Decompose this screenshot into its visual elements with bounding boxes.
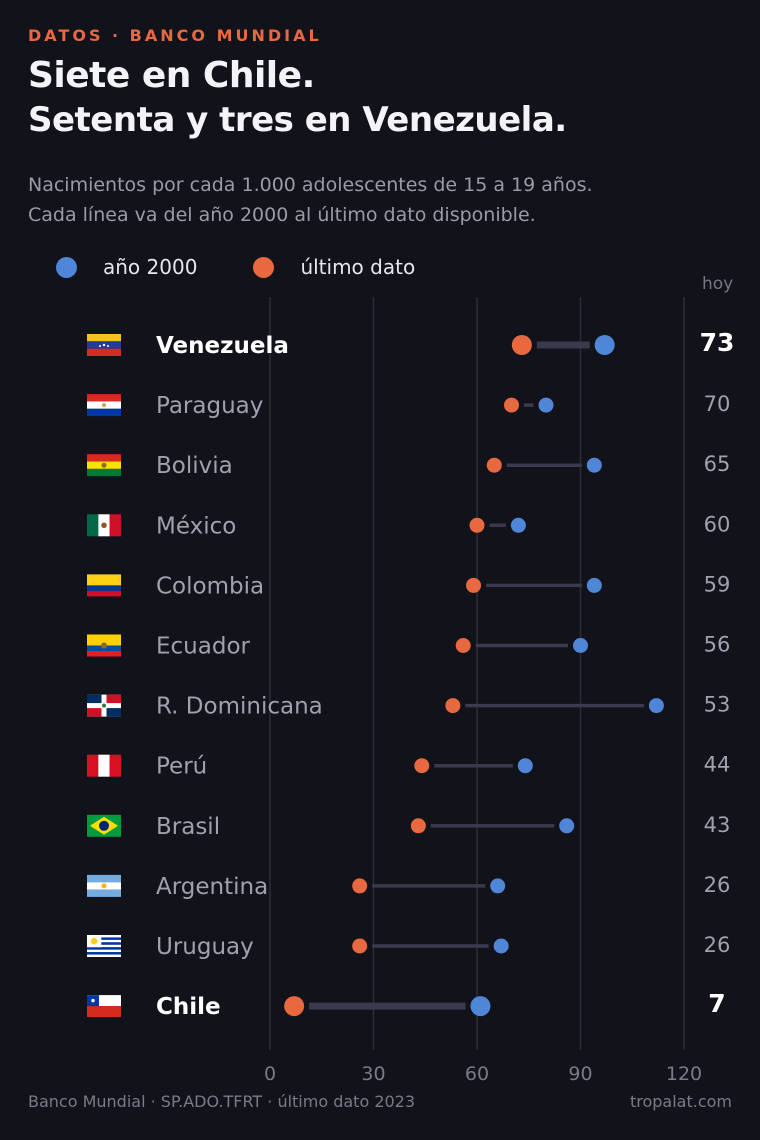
legend-end-label: último dato bbox=[300, 255, 416, 279]
point-2000-uy bbox=[493, 938, 509, 954]
eyebrow: DATOS · BANCO MUNDIAL bbox=[28, 26, 322, 45]
subtitle: Nacimientos por cada 1.000 adolescentes … bbox=[28, 170, 593, 230]
point-latest-do bbox=[445, 698, 461, 714]
point-latest-ar bbox=[352, 878, 368, 894]
country-label-ec: Ecuador bbox=[156, 634, 251, 660]
point-2000-co bbox=[586, 577, 602, 593]
point-latest-pe bbox=[414, 758, 430, 774]
flag-py-icon bbox=[87, 394, 121, 417]
point-2000-ec bbox=[573, 638, 588, 653]
country-label-uy: Uruguay bbox=[156, 934, 254, 960]
point-2000-bo bbox=[586, 457, 602, 473]
legend-end-dot bbox=[253, 256, 275, 278]
country-label-ar: Argentina bbox=[156, 874, 268, 900]
value-label-uy: 26 bbox=[704, 933, 731, 957]
value-label-py: 70 bbox=[704, 392, 731, 416]
title-line-2: Setenta y tres en Venezuela. bbox=[28, 100, 567, 140]
legend-start-dot bbox=[56, 256, 77, 278]
point-2000-do bbox=[648, 698, 664, 714]
point-latest-mx bbox=[469, 517, 485, 533]
x-tick-label-30: 30 bbox=[361, 1063, 385, 1085]
flag-bo-icon bbox=[87, 454, 121, 477]
point-latest-co bbox=[466, 577, 482, 593]
dumbbell-chart: 0 30 60 90 120 Venezuela 73 Paraguay 70 Bolivia 65… bbox=[87, 297, 735, 1085]
legend-item-end: último dato bbox=[253, 255, 415, 279]
value-label-pe: 44 bbox=[704, 753, 731, 777]
page-title: Siete en Chile. Setenta y tres en Venezu… bbox=[28, 54, 567, 142]
legend-item-start: año 2000 bbox=[56, 255, 197, 279]
value-label-do: 53 bbox=[704, 693, 731, 717]
value-label-cl: 7 bbox=[708, 989, 725, 1018]
x-tick-label-60: 60 bbox=[465, 1063, 489, 1085]
country-label-bo: Bolivia bbox=[156, 453, 233, 479]
country-label-co: Colombia bbox=[156, 573, 264, 599]
site-credit: tropalat.com bbox=[629, 1092, 732, 1111]
point-latest-ve bbox=[511, 335, 532, 355]
subtitle-line-2: Cada línea va del año 2000 al último dat… bbox=[28, 204, 536, 226]
flag-uy-icon bbox=[87, 935, 121, 957]
country-label-pe: Perú bbox=[156, 754, 207, 780]
country-label-cl: Chile bbox=[156, 994, 221, 1020]
point-2000-mx bbox=[510, 517, 526, 533]
flag-cl-icon bbox=[87, 995, 121, 1018]
column-header-hoy: hoy bbox=[702, 274, 734, 294]
title-line-1: Siete en Chile. bbox=[28, 55, 315, 96]
value-label-ar: 26 bbox=[704, 873, 731, 897]
value-label-ve: 73 bbox=[700, 328, 735, 357]
x-tick-label-120: 120 bbox=[666, 1063, 702, 1085]
source-note: Banco Mundial · SP.ADO.TFRT · último dat… bbox=[28, 1092, 416, 1111]
point-latest-bo bbox=[486, 457, 502, 473]
point-2000-py bbox=[538, 397, 554, 413]
flag-mx-icon bbox=[87, 514, 121, 537]
point-latest-uy bbox=[352, 938, 368, 954]
point-latest-ec bbox=[455, 638, 471, 653]
flag-ar-icon bbox=[87, 874, 121, 897]
value-label-mx: 60 bbox=[704, 512, 731, 536]
point-2000-br bbox=[559, 818, 575, 834]
flag-co-icon bbox=[87, 574, 121, 597]
point-2000-pe bbox=[517, 758, 533, 774]
flag-pe-icon bbox=[87, 754, 121, 777]
flag-ec-icon bbox=[87, 634, 121, 657]
country-label-py: Paraguay bbox=[156, 393, 263, 419]
value-label-bo: 65 bbox=[704, 452, 731, 476]
country-label-br: Brasil bbox=[156, 814, 220, 840]
flag-ve-icon bbox=[87, 334, 121, 356]
flag-br-icon bbox=[87, 814, 121, 837]
point-latest-br bbox=[410, 818, 426, 834]
point-2000-ve bbox=[594, 335, 615, 355]
value-label-co: 59 bbox=[704, 572, 731, 596]
legend: año 2000 último dato bbox=[56, 252, 471, 282]
country-label-mx: México bbox=[156, 513, 236, 539]
point-2000-ar bbox=[490, 878, 506, 894]
value-label-br: 43 bbox=[704, 813, 731, 837]
subtitle-line-1: Nacimientos por cada 1.000 adolescentes … bbox=[28, 174, 593, 196]
country-label-do: R. Dominicana bbox=[156, 694, 323, 720]
value-label-ec: 56 bbox=[704, 633, 731, 657]
point-2000-cl bbox=[470, 996, 491, 1017]
flag-do-icon bbox=[87, 694, 121, 717]
x-tick-label-90: 90 bbox=[568, 1063, 592, 1085]
point-latest-cl bbox=[284, 996, 305, 1017]
x-tick-label-0: 0 bbox=[264, 1063, 276, 1085]
legend-start-label: año 2000 bbox=[103, 255, 198, 279]
point-latest-py bbox=[504, 397, 519, 413]
country-label-ve: Venezuela bbox=[156, 333, 289, 359]
